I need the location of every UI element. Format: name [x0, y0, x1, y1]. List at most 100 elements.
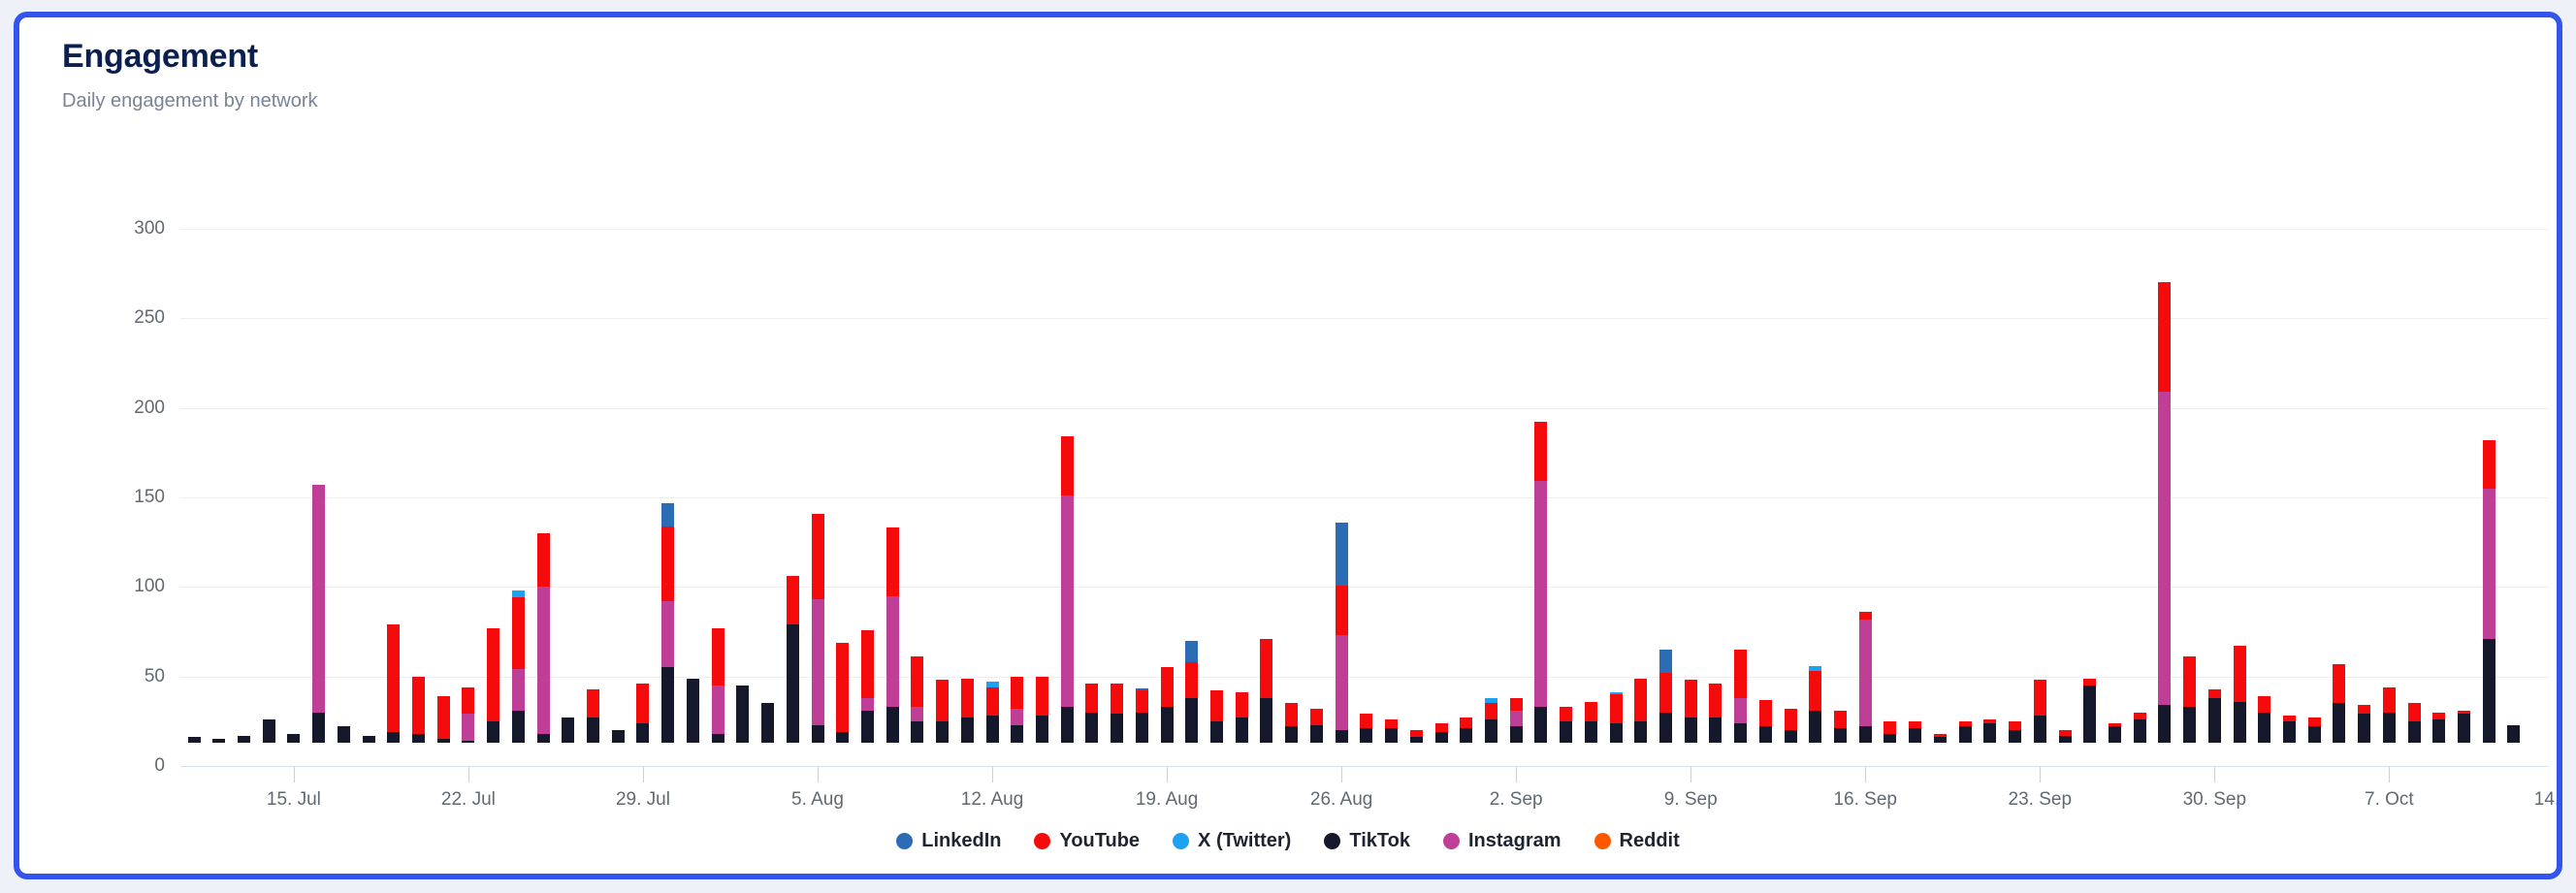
bar-segment-tiktok[interactable]: [936, 720, 950, 743]
bar-stack[interactable]: [1634, 678, 1648, 743]
bar-segment-tiktok[interactable]: [1784, 730, 1797, 743]
bar-stack[interactable]: [1135, 688, 1148, 743]
bar-segment-tiktok[interactable]: [1734, 722, 1748, 743]
bar-segment-tiktok[interactable]: [1509, 726, 1523, 743]
bar-stack[interactable]: [1834, 710, 1848, 743]
bar-segment-youtube[interactable]: [2009, 720, 2022, 731]
bar-segment-tiktok[interactable]: [1434, 731, 1448, 743]
bar-stack[interactable]: [2233, 646, 2246, 743]
bar-stack[interactable]: [886, 527, 899, 743]
bar-segment-instagram[interactable]: [536, 587, 550, 734]
bar-stack[interactable]: [761, 703, 775, 743]
bar-segment-tiktok[interactable]: [960, 718, 974, 743]
bar-segment-tiktok[interactable]: [462, 741, 475, 743]
bar-segment-youtube[interactable]: [936, 680, 950, 721]
bar-segment-youtube[interactable]: [636, 684, 650, 723]
bar-stack[interactable]: [2108, 722, 2121, 743]
legend-item-linkedin[interactable]: LinkedIn: [896, 830, 1001, 852]
bar-segment-youtube[interactable]: [960, 678, 974, 718]
bar-segment-tiktok[interactable]: [686, 678, 699, 743]
bar-segment-youtube[interactable]: [1011, 676, 1024, 709]
bar-segment-youtube[interactable]: [1809, 671, 1822, 711]
bar-segment-youtube[interactable]: [2382, 686, 2396, 713]
bar-segment-youtube[interactable]: [1434, 722, 1448, 732]
bar-segment-tiktok[interactable]: [1484, 719, 1497, 743]
bar-stack[interactable]: [1434, 722, 1448, 743]
bar-segment-instagram[interactable]: [2158, 392, 2172, 706]
bar-segment-tiktok[interactable]: [1135, 712, 1148, 743]
bar-segment-tiktok[interactable]: [411, 733, 425, 743]
bar-segment-tiktok[interactable]: [1210, 720, 1224, 743]
bar-segment-instagram[interactable]: [1509, 710, 1523, 727]
bar-segment-youtube[interactable]: [2258, 696, 2271, 713]
bar-stack[interactable]: [1884, 720, 1897, 743]
bar-stack[interactable]: [1460, 718, 1473, 743]
bar-stack[interactable]: [2009, 720, 2022, 743]
bar-segment-tiktok[interactable]: [2382, 712, 2396, 743]
bar-segment-instagram[interactable]: [711, 685, 724, 734]
bar-segment-tiktok[interactable]: [636, 722, 650, 743]
bar-stack[interactable]: [262, 719, 275, 743]
bar-segment-youtube[interactable]: [1160, 667, 1174, 708]
bar-stack[interactable]: [562, 718, 575, 743]
bar-segment-youtube[interactable]: [1933, 733, 1947, 738]
bar-segment-tiktok[interactable]: [1983, 722, 1997, 743]
bar-segment-tiktok[interactable]: [337, 726, 350, 743]
bar-segment-tiktok[interactable]: [2158, 705, 2172, 743]
bar-segment-tiktok[interactable]: [1385, 728, 1399, 743]
bar-segment-tiktok[interactable]: [860, 710, 874, 743]
bar-stack[interactable]: [1609, 692, 1623, 743]
bar-segment-tiktok[interactable]: [1409, 737, 1423, 743]
legend-item-reddit[interactable]: Reddit: [1594, 830, 1680, 852]
bar-stack[interactable]: [2482, 439, 2496, 743]
bar-stack[interactable]: [836, 642, 850, 743]
bar-segment-tiktok[interactable]: [1035, 716, 1048, 743]
bar-segment-instagram[interactable]: [511, 669, 525, 711]
bar-segment-instagram[interactable]: [2482, 488, 2496, 639]
bar-segment-tiktok[interactable]: [287, 733, 301, 743]
bar-segment-youtube[interactable]: [1634, 678, 1648, 721]
bar-stack[interactable]: [1035, 676, 1048, 743]
bar-stack[interactable]: [212, 739, 226, 743]
bar-segment-youtube[interactable]: [1235, 692, 1248, 718]
bar-stack[interactable]: [661, 502, 675, 743]
bar-segment-youtube[interactable]: [411, 676, 425, 734]
bar-segment-youtube[interactable]: [1111, 684, 1124, 715]
bar-stack[interactable]: [636, 684, 650, 743]
bar-stack[interactable]: [2358, 705, 2371, 743]
bar-segment-tiktok[interactable]: [1160, 707, 1174, 743]
bar-segment-instagram[interactable]: [1858, 619, 1872, 727]
bar-stack[interactable]: [487, 627, 500, 743]
legend-item-x-twitter[interactable]: X (Twitter): [1173, 830, 1291, 852]
bar-segment-x-twitter[interactable]: [511, 590, 525, 598]
bar-segment-tiktok[interactable]: [811, 724, 824, 743]
bar-segment-youtube[interactable]: [2083, 678, 2097, 686]
bar-segment-youtube[interactable]: [860, 629, 874, 698]
bar-stack[interactable]: [1909, 720, 1922, 743]
bar-segment-youtube[interactable]: [1909, 720, 1922, 729]
bar-stack[interactable]: [786, 576, 799, 743]
bar-segment-youtube[interactable]: [1584, 701, 1597, 721]
bar-segment-youtube[interactable]: [587, 688, 600, 718]
bar-segment-tiktok[interactable]: [1809, 710, 1822, 743]
bar-segment-tiktok[interactable]: [2009, 730, 2022, 743]
bar-segment-youtube[interactable]: [2033, 680, 2046, 717]
bar-stack[interactable]: [2033, 680, 2046, 743]
bar-segment-youtube[interactable]: [1385, 719, 1399, 729]
bar-stack[interactable]: [1584, 701, 1597, 743]
bar-stack[interactable]: [2307, 718, 2321, 743]
bar-segment-tiktok[interactable]: [1335, 730, 1348, 743]
bar-stack[interactable]: [187, 737, 201, 743]
bar-stack[interactable]: [1758, 699, 1772, 743]
bar-segment-youtube[interactable]: [2108, 722, 2121, 727]
bar-stack[interactable]: [1709, 684, 1723, 743]
bar-segment-youtube[interactable]: [711, 627, 724, 686]
bar-segment-youtube[interactable]: [1734, 649, 1748, 698]
bar-segment-youtube[interactable]: [1309, 708, 1323, 725]
bar-segment-youtube[interactable]: [1484, 703, 1497, 719]
bar-segment-tiktok[interactable]: [1684, 718, 1697, 743]
bar-stack[interactable]: [1983, 719, 1997, 743]
bar-stack[interactable]: [736, 685, 750, 743]
bar-segment-tiktok[interactable]: [1709, 718, 1723, 743]
bar-segment-youtube[interactable]: [1285, 703, 1299, 727]
